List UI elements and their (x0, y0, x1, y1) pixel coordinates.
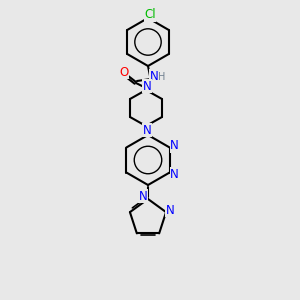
Text: N: N (142, 80, 152, 92)
Text: N: N (139, 190, 147, 202)
Text: Cl: Cl (144, 8, 156, 22)
Text: N: N (150, 70, 158, 83)
Text: O: O (119, 65, 129, 79)
Text: N: N (142, 124, 152, 136)
Text: N: N (166, 204, 174, 217)
Text: N: N (170, 168, 179, 181)
Text: N: N (170, 139, 179, 152)
Text: H: H (158, 72, 166, 82)
